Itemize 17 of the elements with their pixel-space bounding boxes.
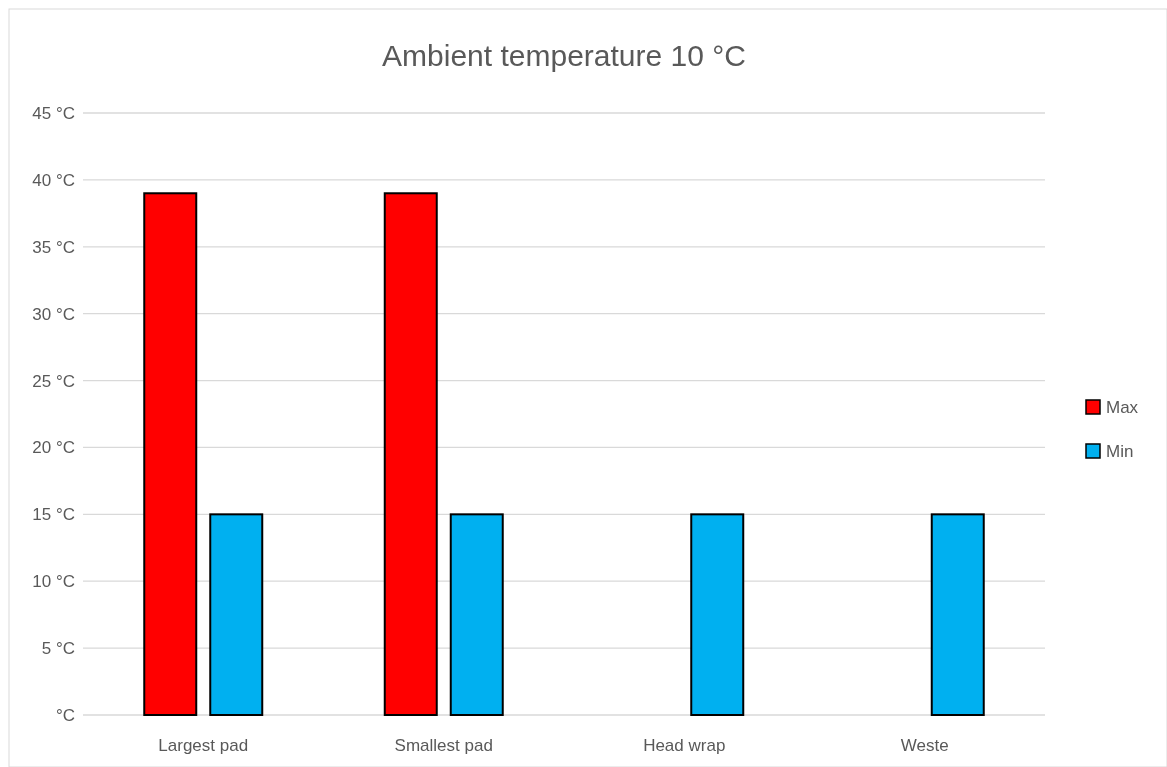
x-tick-label: Weste [900, 736, 949, 755]
y-tick-label: °C [55, 706, 75, 725]
y-tick-label: 5 °C [41, 639, 75, 659]
x-tick-label: Head wrap [643, 736, 726, 755]
y-tick-label: 15 °C [32, 505, 75, 525]
legend-label: Min [1106, 442, 1134, 461]
y-tick-label: 10 °C [32, 572, 75, 592]
y-tick-label: 20 °C [32, 438, 75, 458]
y-tick-label: 45 °C [32, 104, 75, 123]
x-tick-label: Largest pad [158, 736, 249, 755]
y-tick-label: 35 °C [32, 237, 75, 257]
y-tick-label: 25 °C [32, 371, 75, 391]
y-tick-label: 40 °C [32, 170, 75, 190]
legend-label: Max [1106, 398, 1139, 417]
x-tick-label: Smallest pad [394, 736, 493, 755]
chart-title: Ambient temperature 10 °C [382, 39, 746, 72]
y-tick-label: 30 °C [32, 304, 75, 324]
